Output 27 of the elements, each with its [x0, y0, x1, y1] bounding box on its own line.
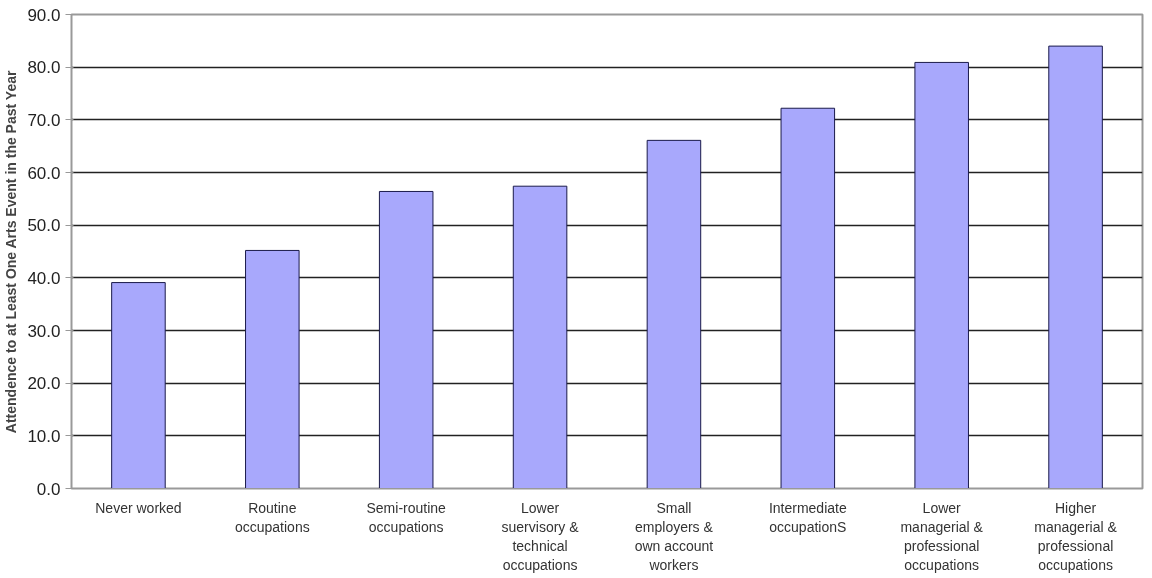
x-tick-label: Intermediate occupationS: [768, 499, 847, 535]
y-tick-label: 80.0: [27, 58, 61, 78]
bar: [245, 249, 300, 489]
x-tick-label: Lower suervisory & technical occupations: [501, 499, 580, 574]
x-tick-label: Lower managerial & professional occupations: [900, 499, 984, 574]
y-tick-label: 90.0: [27, 5, 61, 25]
bar: [378, 190, 434, 489]
x-tick-label: Small employers & own account workers: [634, 499, 714, 574]
x-tick-label: Higher managerial & professional occupations: [1034, 499, 1118, 574]
y-tick-label: 70.0: [27, 110, 61, 130]
y-tick-label: 30.0: [27, 321, 61, 341]
y-tick-label: 20.0: [27, 374, 61, 394]
bar: [1048, 45, 1103, 489]
x-tick-label: Routine occupations: [234, 499, 310, 535]
y-axis-title: Attendence to at Least One Arts Event in the Past Year: [3, 70, 20, 434]
bar: [111, 282, 166, 489]
bar: [914, 61, 969, 489]
bar: [780, 107, 836, 489]
y-tick-label: 0.0: [36, 479, 61, 499]
x-tick-label: Never worked: [95, 499, 182, 516]
y-tick-label: 40.0: [27, 268, 61, 288]
y-tick-label: 10.0: [27, 426, 61, 446]
y-tick-label: 60.0: [27, 163, 61, 183]
bar: [646, 139, 702, 489]
bar: [512, 185, 568, 489]
y-tick-label: 50.0: [27, 216, 61, 236]
x-tick-label: Semi-routine occupations: [366, 499, 447, 535]
